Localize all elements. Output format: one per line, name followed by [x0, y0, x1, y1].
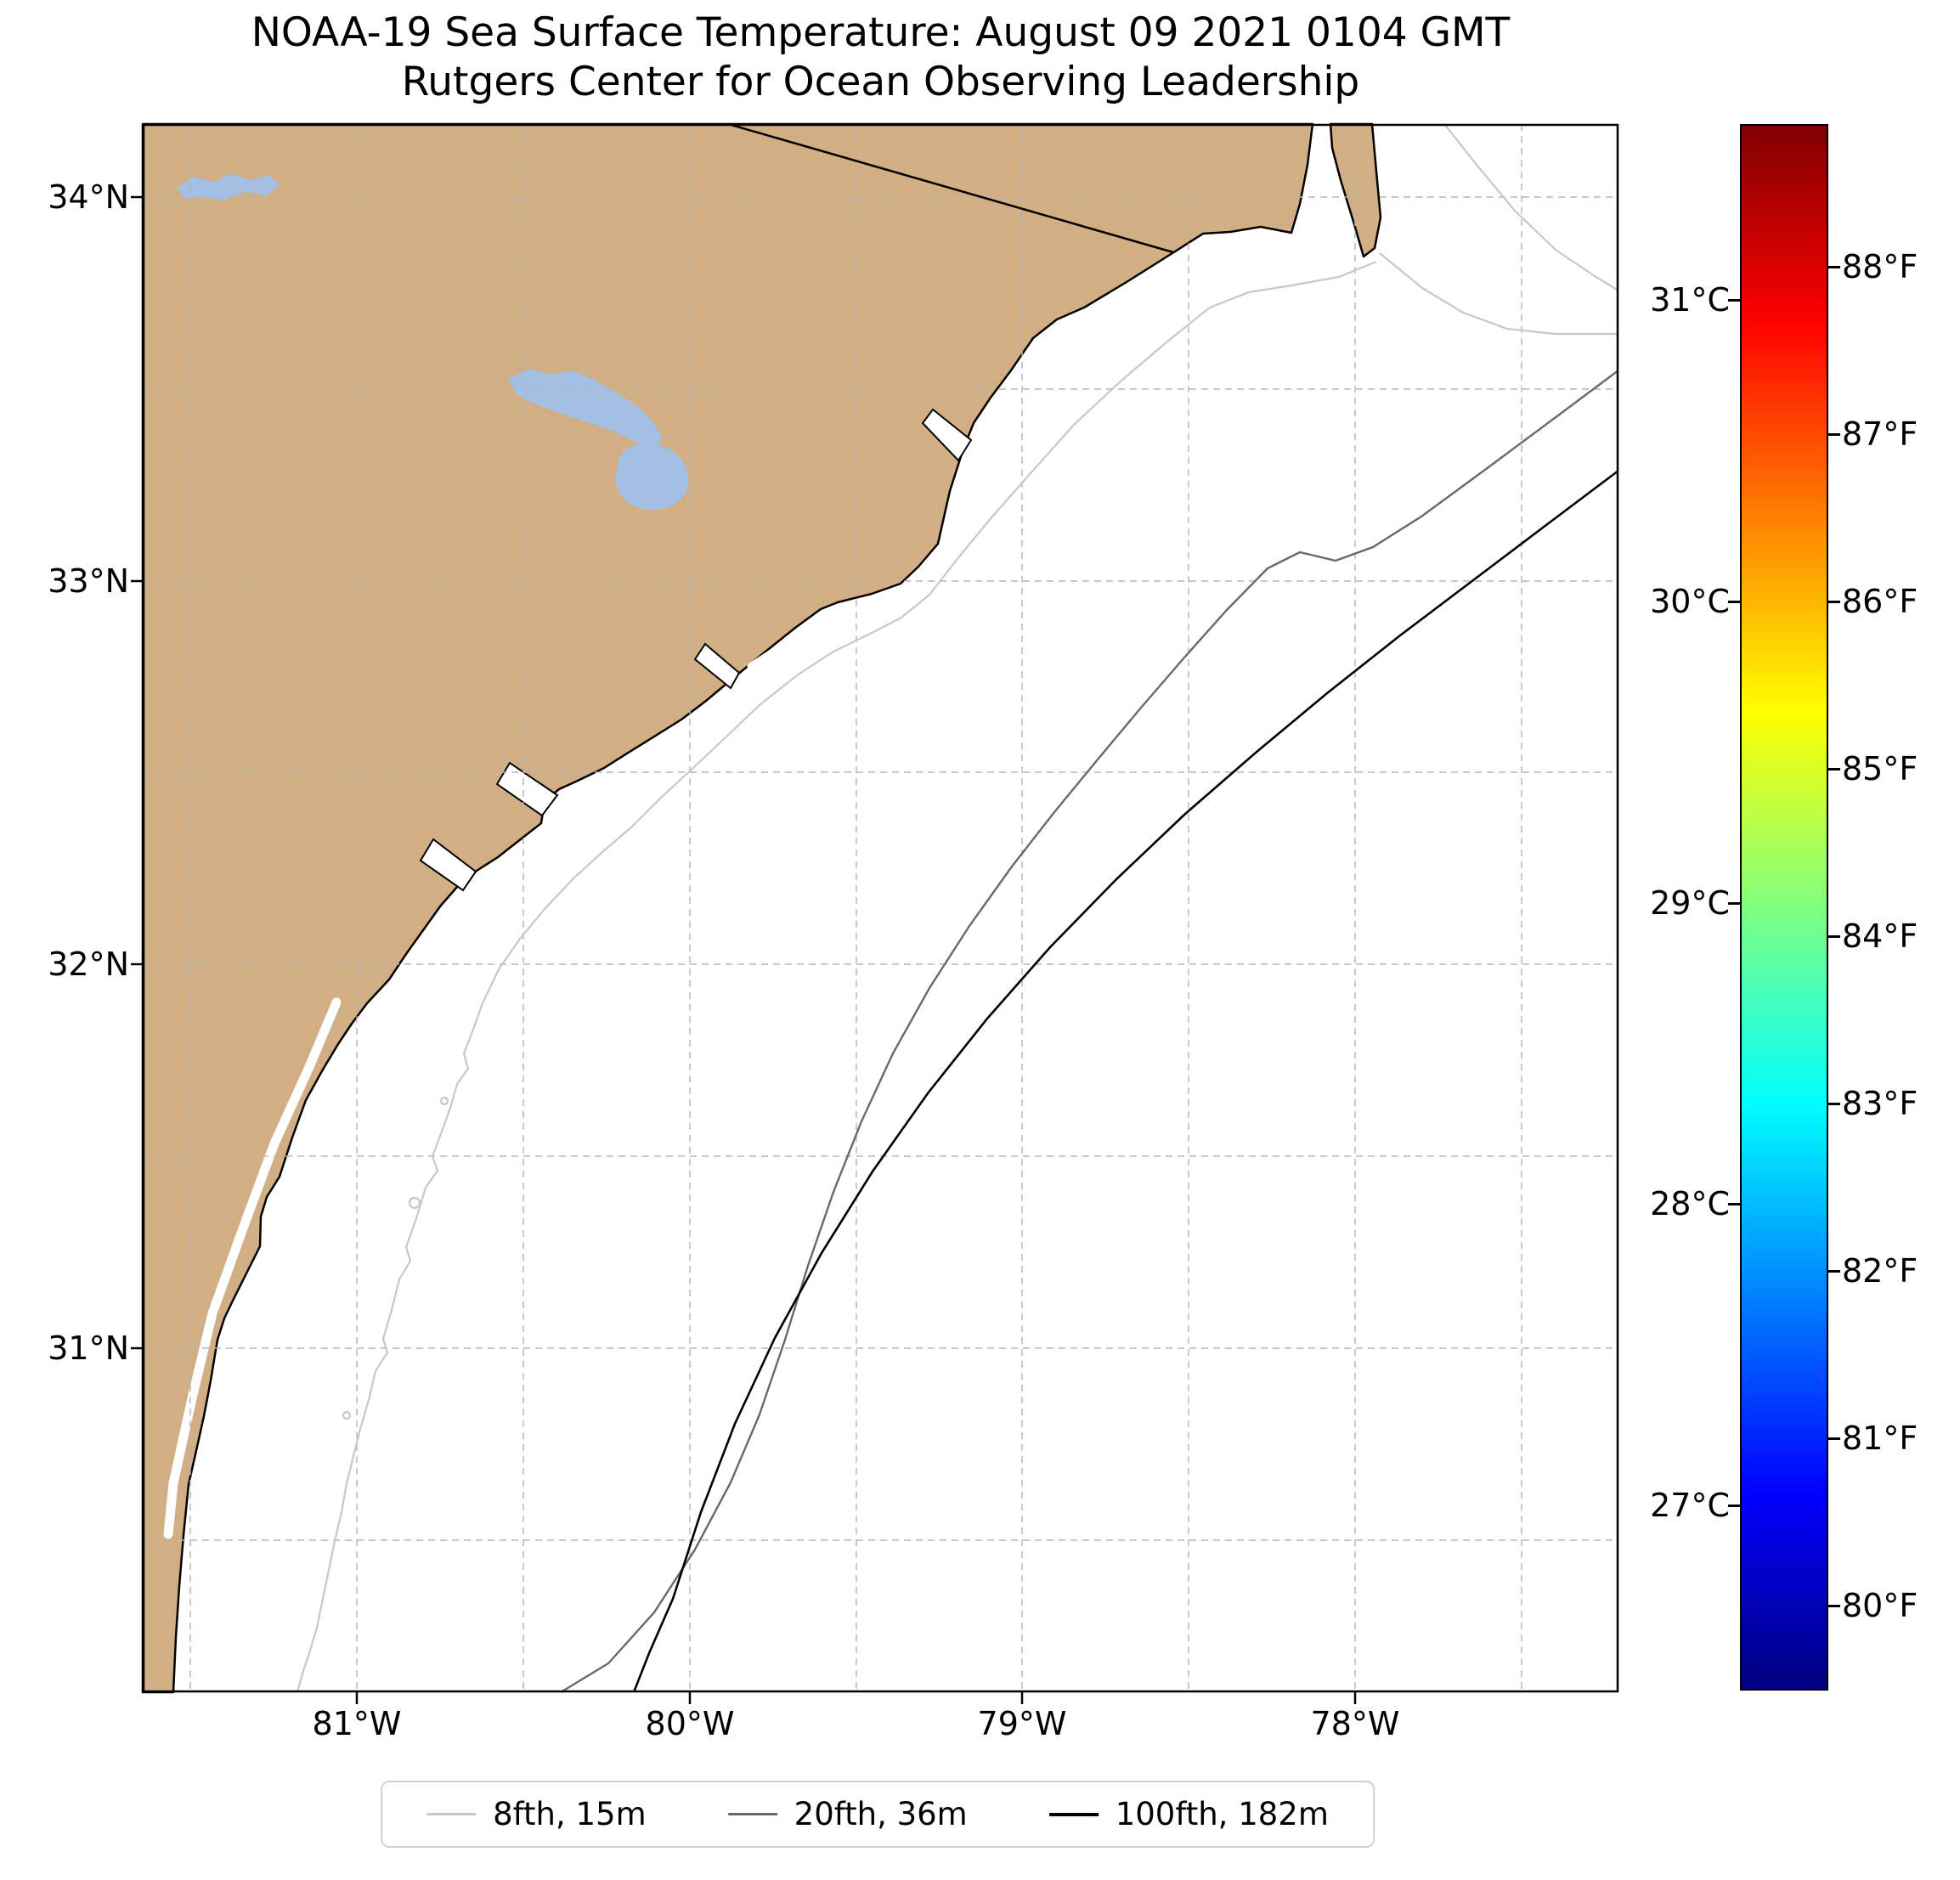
contour-8fth-speck-1 — [408, 1196, 421, 1210]
colorbar-tick-f — [1828, 935, 1840, 938]
contour-8fth-speck-2 — [439, 1096, 449, 1106]
title-line-2: Rutgers Center for Ocean Observing Leade… — [401, 59, 1360, 105]
bulls-bay-channel — [747, 593, 894, 669]
fahrenheit-label-84: 84°F — [1842, 917, 1918, 955]
contour-8fth-speck-3 — [342, 1410, 352, 1420]
fahrenheit-label-80: 80°F — [1842, 1587, 1918, 1624]
port-royal-sound-inlet — [419, 838, 477, 892]
colorbar-tick-f — [1828, 1605, 1840, 1607]
contour-8fth-shoals — [1379, 252, 1618, 336]
fahrenheit-label-85: 85°F — [1842, 750, 1918, 788]
legend-item-8fth: 8fth, 15m — [426, 1796, 647, 1832]
figure-title: NOAA-19 Sea Surface Temperature: August … — [143, 8, 1618, 107]
colorbar-tick-f — [1828, 601, 1840, 603]
legend-item-100fth: 100fth, 182m — [1048, 1796, 1329, 1832]
lake-moultrie — [615, 443, 689, 511]
lake-marion — [508, 369, 663, 449]
tidal-channels — [163, 593, 894, 1539]
colorbar-tick-c — [1728, 902, 1740, 905]
state-border-line — [727, 122, 1174, 254]
colorbar-tick-c — [1728, 601, 1740, 603]
celsius-label-29: 29°C — [1650, 884, 1730, 922]
y-tick-label-33n: 33°N — [48, 562, 129, 600]
colorbar — [1740, 124, 1828, 1691]
winyah-bay-inlet — [921, 408, 973, 462]
contour-8fth-northeast — [1443, 123, 1619, 291]
y-tick-label-31n: 31°N — [48, 1330, 129, 1367]
axis-tick-marks — [131, 195, 1357, 1704]
colorbar-tick-f — [1828, 1270, 1840, 1273]
legend-label-20fth: 20fth, 36m — [794, 1796, 968, 1832]
colorbar-tick-c — [1728, 1203, 1740, 1205]
colorbar-tick-f — [1828, 433, 1840, 436]
fahrenheit-label-86: 86°F — [1842, 583, 1918, 620]
fahrenheit-label-87: 87°F — [1842, 415, 1918, 453]
celsius-label-27: 27°C — [1650, 1487, 1730, 1524]
colorbar-tick-f — [1828, 1437, 1840, 1440]
coastal-inlets — [419, 408, 973, 892]
st-helena-sound-inlet — [495, 761, 559, 817]
y-tick-label-32n: 32°N — [48, 946, 129, 983]
celsius-label-31: 31°C — [1650, 281, 1730, 319]
x-tick-label-78w: 78°W — [1310, 1705, 1400, 1742]
legend-label-100fth: 100fth, 182m — [1115, 1796, 1329, 1832]
celsius-label-28: 28°C — [1650, 1185, 1730, 1222]
colorbar-tick-c — [1728, 1505, 1740, 1507]
map-frame — [142, 123, 1619, 1693]
contour-20fth-36m — [560, 370, 1619, 1694]
colorbar-tick-c — [1728, 299, 1740, 302]
contour-100fth-182m — [632, 469, 1619, 1693]
lakes — [177, 173, 689, 511]
legend-label-8fth: 8fth, 15m — [493, 1796, 647, 1832]
fahrenheit-label-82: 82°F — [1842, 1252, 1918, 1290]
colorbar-tick-f — [1828, 768, 1840, 771]
x-tick-label-81w: 81°W — [312, 1705, 402, 1742]
colorbar-tick-f — [1828, 266, 1840, 268]
legend-line-20fth — [727, 1812, 777, 1816]
legend-line-8fth — [426, 1813, 477, 1815]
celsius-label-30: 30°C — [1650, 583, 1730, 620]
contour-8fth-main — [296, 260, 1377, 1693]
contour-8fth-15m — [296, 123, 1619, 1693]
colorbar-gradient — [1742, 126, 1827, 1689]
x-tick-label-79w: 79°W — [977, 1705, 1067, 1742]
fahrenheit-label-83: 83°F — [1842, 1085, 1918, 1122]
georgia-sounds-channel — [163, 997, 342, 1539]
fahrenheit-label-88: 88°F — [1842, 248, 1918, 285]
legend: 8fth, 15m 20fth, 36m 100fth, 182m — [381, 1781, 1375, 1848]
legend-line-100fth — [1048, 1812, 1099, 1816]
lake-small-northwest — [177, 173, 280, 200]
x-tick-label-80w: 80°W — [645, 1705, 735, 1742]
title-line-1: NOAA-19 Sea Surface Temperature: August … — [251, 9, 1511, 56]
charleston-harbor-inlet — [693, 642, 741, 690]
legend-item-20fth: 20fth, 36m — [727, 1796, 968, 1832]
graticule-gridlines — [143, 124, 1618, 1692]
y-tick-label-34n: 34°N — [48, 178, 129, 216]
fahrenheit-label-81: 81°F — [1842, 1420, 1918, 1457]
map-canvas — [131, 122, 1619, 1704]
colorbar-tick-f — [1828, 1103, 1840, 1105]
